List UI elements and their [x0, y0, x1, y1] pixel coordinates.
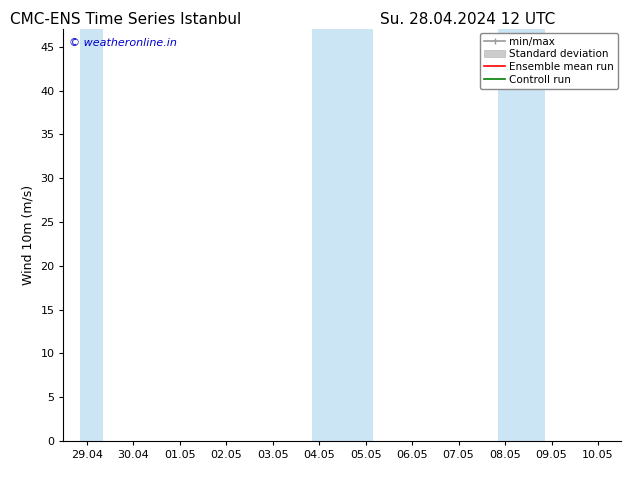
Text: © weatheronline.in: © weatheronline.in [69, 38, 177, 48]
Text: CMC-ENS Time Series Istanbul: CMC-ENS Time Series Istanbul [10, 12, 241, 27]
Y-axis label: Wind 10m (m/s): Wind 10m (m/s) [22, 185, 35, 285]
Bar [498, 29, 545, 441]
Text: Su. 28.04.2024 12 UTC: Su. 28.04.2024 12 UTC [380, 12, 555, 27]
Bar [312, 29, 373, 441]
Legend: min/max, Standard deviation, Ensemble mean run, Controll run: min/max, Standard deviation, Ensemble me… [480, 32, 618, 89]
Bar [80, 29, 103, 441]
